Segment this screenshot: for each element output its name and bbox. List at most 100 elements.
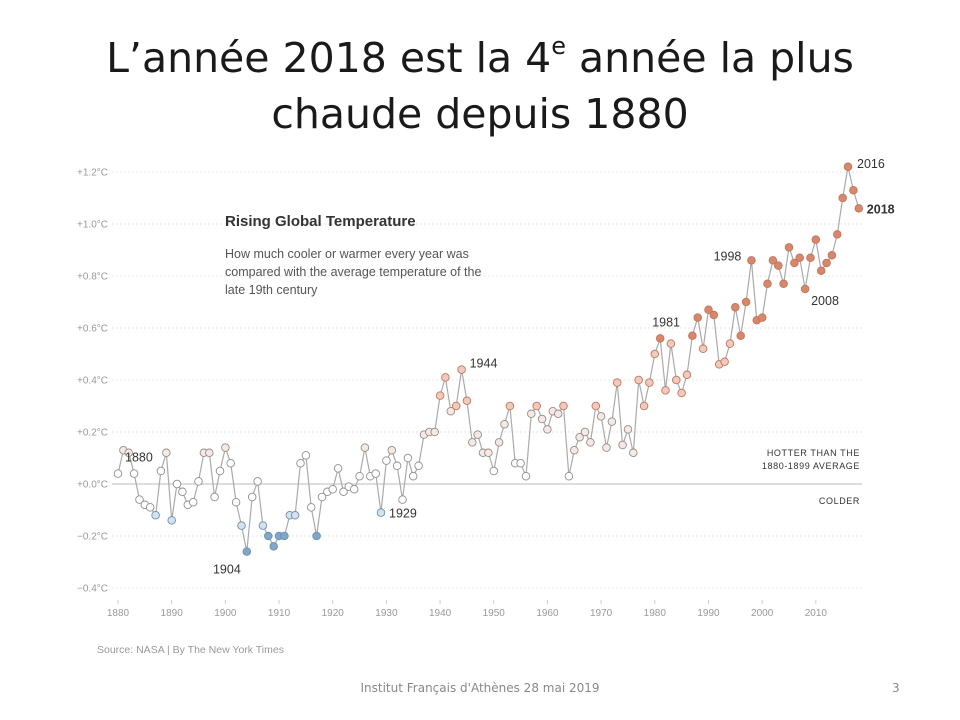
y-tick-label: +1.2°C (77, 168, 108, 179)
data-point-1975 (623, 425, 633, 434)
data-point-1933 (398, 495, 407, 504)
data-point-1944 (457, 365, 466, 374)
data-point-2015 (838, 193, 847, 203)
chart-title: Rising Global Temperature (225, 213, 416, 230)
data-point-1950 (489, 466, 499, 476)
data-point-1904 (242, 547, 252, 556)
data-point-1977 (634, 375, 643, 385)
data-point-2018 (854, 204, 864, 213)
data-point-1908 (264, 531, 273, 541)
year-annotations: 1880 1904 1929 1944 1981 1998 2008 2016 2018 (125, 157, 895, 577)
data-point-1968 (586, 438, 595, 447)
chart-source: Source: NASA | By The New York Times (97, 644, 284, 656)
data-point-1986 (682, 370, 692, 380)
data-point-1979 (645, 378, 654, 387)
data-point-1966 (575, 432, 584, 442)
data-point-1906 (253, 477, 262, 486)
data-point-2000 (757, 313, 767, 322)
slide-title-line2: chaude depuis 1880 (271, 90, 689, 138)
data-point-1988 (693, 313, 702, 322)
annotation-1904: 1904 (213, 563, 241, 577)
data-point-1907 (258, 521, 268, 530)
data-point-1969 (591, 401, 601, 411)
x-tick-label: 1980 (644, 608, 667, 619)
data-point-1936 (414, 461, 423, 471)
data-point-1883 (129, 469, 139, 478)
data-point-1952 (500, 419, 509, 429)
slide-title: L’année 2018 est la 4e année la plus cha… (0, 30, 960, 142)
data-point-1939 (430, 427, 439, 437)
data-point-1918 (317, 492, 327, 502)
title-part1: L’année 2018 est la 4 (106, 34, 552, 82)
page-number: 3 (892, 681, 900, 695)
data-point-1956 (521, 471, 531, 481)
x-tick-label: 1950 (483, 608, 506, 619)
data-point-1889 (162, 448, 171, 458)
data-point-1895 (194, 477, 203, 486)
annotation-2016: 2016 (857, 157, 885, 171)
data-point-2004 (779, 279, 788, 289)
y-tick-label: −0.2°C (77, 532, 108, 543)
data-point-1928 (371, 469, 380, 478)
data-point-1993 (720, 357, 729, 367)
data-point-2006 (790, 258, 799, 268)
data-point-1983 (666, 339, 676, 348)
y-tick-labels: +1.2°C +1.0°C +0.8°C +0.6°C +0.4°C +0.2°C +0.0… (77, 168, 108, 595)
x-tick-labels: 1880 1890 1900 1910 1920 1930 1940 1950 1960 1970… (107, 600, 828, 619)
chart-subtitle: How much cooler or warmer every year was… (225, 247, 482, 297)
data-point-1941 (441, 373, 450, 382)
data-point-1970 (596, 412, 606, 421)
data-point-1926 (360, 443, 370, 452)
slide-footer: Institut Français d'Athènes 28 mai 2019 (360, 681, 600, 695)
data-point-1921 (333, 464, 343, 473)
data-point-1931 (387, 445, 397, 455)
data-point-2012 (822, 258, 831, 268)
data-point-1991 (709, 310, 719, 320)
data-point-1982 (661, 386, 670, 395)
title-superscript: e (551, 32, 566, 60)
data-point-1946 (468, 438, 477, 447)
data-point-2001 (763, 279, 772, 289)
data-point-1997 (741, 297, 751, 307)
data-point-2005 (784, 243, 794, 252)
data-point-1922 (339, 487, 348, 497)
data-point-1958 (532, 401, 541, 411)
data-point-1914 (296, 458, 305, 468)
data-point-2013 (827, 250, 837, 260)
data-point-1957 (527, 409, 536, 419)
data-point-1888 (156, 466, 166, 476)
annotation-1944: 1944 (470, 357, 498, 371)
data-point-1932 (392, 461, 402, 471)
data-point-1981 (655, 334, 665, 343)
data-point-1913 (290, 510, 300, 520)
data-point-2007 (795, 253, 804, 263)
data-point-1894 (188, 497, 198, 507)
annotation-2018: 2018 (867, 202, 895, 216)
y-tick-label: +0.4°C (77, 376, 108, 387)
data-point-1990 (704, 305, 713, 315)
data-point-1984 (672, 375, 681, 385)
data-point-1897 (205, 448, 214, 458)
data-point-1884 (135, 495, 144, 504)
data-point-1916 (306, 503, 316, 512)
data-point-1917 (312, 531, 321, 541)
data-point-1900 (221, 443, 230, 452)
slide-title-line1: L’année 2018 est la 4e année la plus (0, 30, 960, 86)
x-tick-label: 2010 (805, 608, 828, 619)
data-point-1880 (113, 469, 123, 478)
x-tick-label: 1930 (375, 608, 398, 619)
baseline-labels: HOTTER THAN THE 1880-1899 AVERAGE COLDER (762, 448, 860, 506)
data-point-1980 (650, 349, 660, 359)
data-point-2014 (833, 230, 842, 239)
data-point-1995 (731, 302, 740, 312)
hotter-label-1: HOTTER THAN THE (767, 448, 860, 458)
x-tick-label: 1900 (214, 608, 237, 619)
y-tick-label: +0.6°C (77, 324, 108, 335)
data-point-1998 (747, 256, 756, 265)
data-point-1976 (629, 448, 638, 458)
annotation-2008: 2008 (811, 294, 839, 308)
data-point-1964 (564, 471, 574, 481)
data-point-1915 (301, 451, 311, 460)
data-point-2008 (800, 284, 810, 294)
